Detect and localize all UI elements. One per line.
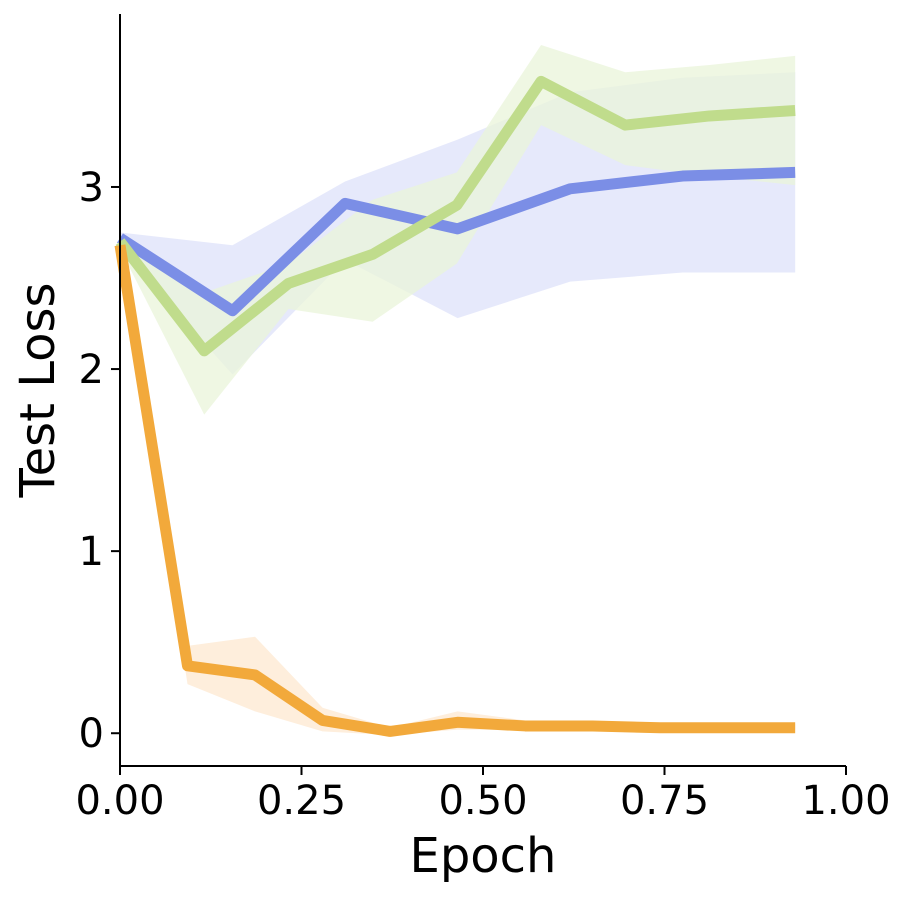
x-axis-label: Epoch [410, 828, 557, 884]
y-ticks: 0 1 2 3 [79, 165, 120, 757]
x-tick-label: 1.00 [801, 778, 890, 824]
series-line-2 [115, 75, 796, 357]
series-line-3 [114, 244, 796, 737]
x-tick-label: 0.75 [620, 778, 709, 824]
confidence-bands [120, 44, 796, 736]
y-axis-label: Test Loss [10, 282, 66, 498]
x-tick-label: 0.50 [438, 778, 527, 824]
y-tick-label: 3 [79, 165, 104, 211]
series-lines [114, 75, 796, 737]
y-tick-label: 2 [79, 347, 104, 393]
x-ticks: 0.00 0.25 0.50 0.75 1.00 [75, 766, 891, 824]
y-tick-label: 1 [79, 529, 104, 575]
series-line-1 [117, 166, 796, 317]
x-tick-label: 0.25 [257, 778, 346, 824]
x-tick-label: 0.00 [75, 778, 164, 824]
y-tick-label: 0 [79, 711, 104, 757]
